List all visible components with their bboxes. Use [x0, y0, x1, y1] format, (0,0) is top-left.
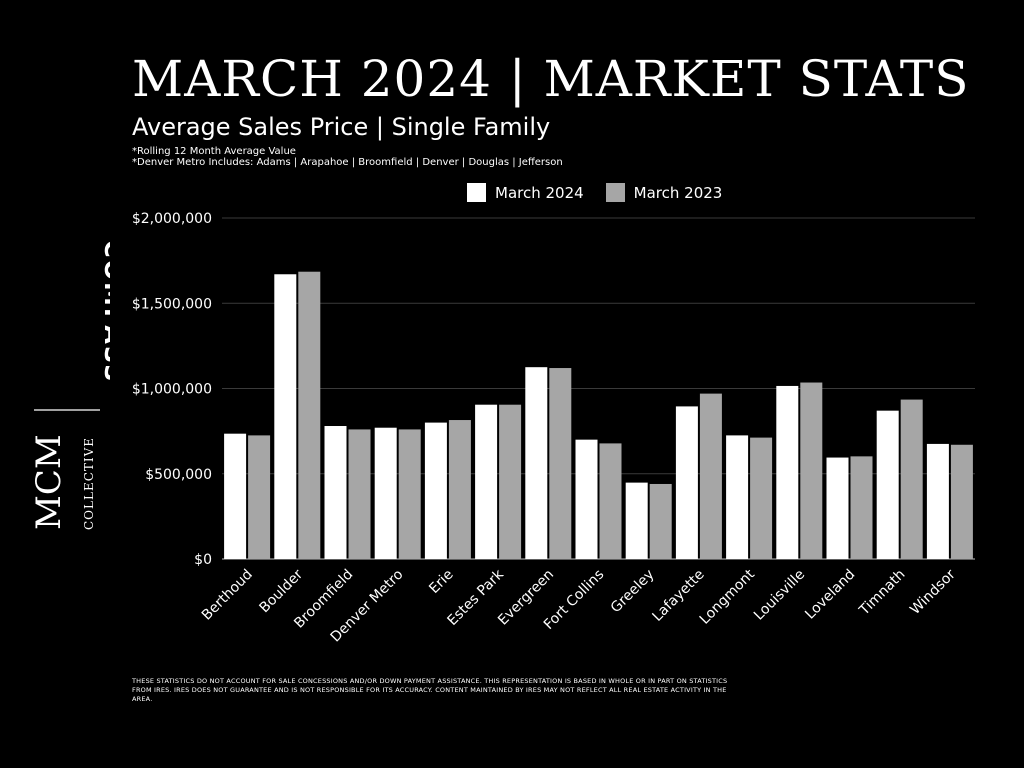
bar-boulder-march-2024: [274, 274, 297, 559]
chart-legend: March 2024 March 2023: [467, 183, 744, 202]
chart-bars: [224, 271, 973, 559]
bar-denver-metro-march-2023: [398, 429, 421, 559]
y-axis-tick-labels: $0 $500,000 $1,000,000 $1,500,000 $2,000,000: [132, 211, 212, 568]
bar-boulder-march-2023: [298, 271, 321, 559]
x-tick-label-berthoud: Berthoud: [199, 567, 256, 624]
y-tick-label: $2,000,000: [132, 211, 212, 227]
brand-mcm-text: MCM: [30, 434, 69, 530]
legend-item-march-2023: March 2023: [605, 183, 723, 202]
x-tick-label-longmont: Longmont: [697, 566, 758, 627]
brand-collective-text: COLLECTIVE: [82, 437, 96, 530]
bar-berthoud-march-2023: [248, 435, 271, 559]
bar-erie-march-2023: [448, 420, 471, 559]
legend-label-march-2024: March 2024: [495, 183, 584, 202]
bar-timnath-march-2024: [876, 410, 899, 559]
bar-lafayette-march-2023: [699, 393, 722, 559]
brand-compass-text: COMPASS: [99, 240, 110, 383]
legend-label-march-2023: March 2023: [633, 183, 723, 202]
y-tick-label: $0: [194, 552, 212, 568]
bar-broomfield-march-2023: [348, 429, 371, 559]
footnote-rolling-average: *Rolling 12 Month Average Value: [132, 146, 296, 157]
x-tick-label-boulder: Boulder: [256, 566, 306, 616]
page-subtitle: Average Sales Price | Single Family: [132, 113, 551, 141]
bar-windsor-march-2024: [926, 443, 949, 559]
x-tick-label-louisville: Louisville: [751, 567, 808, 624]
bar-berthoud-march-2024: [224, 433, 247, 559]
x-tick-label-erie: Erie: [426, 567, 456, 597]
chart-gridlines: [222, 217, 975, 560]
bar-fort-collins-march-2024: [575, 439, 598, 559]
y-tick-label: $1,000,000: [132, 382, 212, 398]
bar-louisville-march-2023: [800, 382, 823, 559]
y-tick-label: $500,000: [145, 467, 212, 483]
bar-windsor-march-2023: [950, 444, 973, 559]
bar-lafayette-march-2024: [675, 406, 698, 559]
bar-greeley-march-2023: [649, 483, 672, 559]
bar-estes-park-march-2024: [475, 404, 498, 559]
bar-louisville-march-2024: [776, 385, 799, 559]
bar-evergreen-march-2023: [549, 368, 572, 559]
bar-fort-collins-march-2023: [599, 443, 622, 559]
x-tick-label-timnath: Timnath: [856, 567, 909, 620]
legend-swatch-march-2023: [605, 183, 625, 202]
footnote-denver-metro: *Denver Metro Includes: Adams | Arapahoe…: [132, 157, 563, 168]
x-tick-label-greeley: Greeley: [608, 567, 658, 617]
bar-loveland-march-2023: [850, 456, 873, 559]
x-tick-label-windsor: Windsor: [907, 566, 959, 618]
brand-logo: COMPASS MCM COLLECTIVE: [30, 240, 110, 530]
bar-timnath-march-2023: [900, 399, 923, 559]
bar-estes-park-march-2023: [499, 404, 522, 559]
bar-broomfield-march-2024: [324, 426, 347, 559]
bar-loveland-march-2024: [826, 457, 849, 559]
legend-item-march-2024: March 2024: [467, 183, 584, 202]
page-title: MARCH 2024 | MARKET STATS: [132, 50, 970, 108]
x-tick-label-loveland: Loveland: [802, 567, 858, 623]
disclaimer-text: These statistics do not account for sale…: [132, 677, 728, 703]
bar-longmont-march-2024: [726, 435, 749, 559]
y-tick-label: $1,500,000: [132, 296, 212, 312]
bar-greeley-march-2024: [625, 482, 648, 559]
bar-erie-march-2024: [424, 422, 447, 559]
legend-swatch-march-2024: [467, 183, 486, 202]
bar-denver-metro-march-2024: [374, 427, 397, 559]
bar-longmont-march-2023: [750, 437, 773, 559]
bar-evergreen-march-2024: [525, 367, 548, 559]
